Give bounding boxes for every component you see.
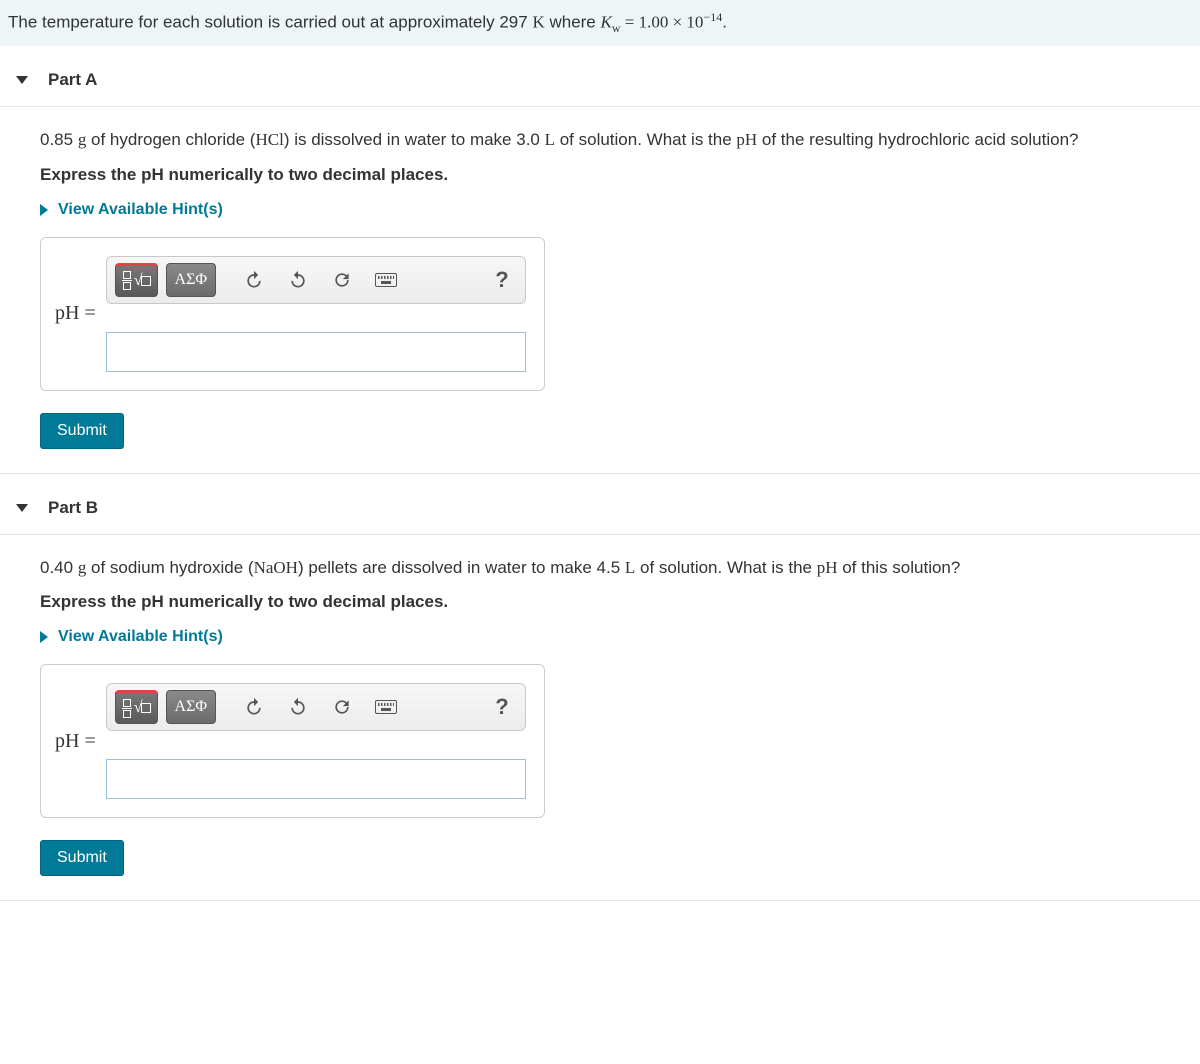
templates-button[interactable]: √ xyxy=(115,690,158,724)
part-a-instruction: Express the pH numerically to two decima… xyxy=(40,165,1160,185)
part-b-hint-link[interactable]: View Available Hint(s) xyxy=(40,628,1160,646)
equation-toolbar: √ ΑΣΦ xyxy=(106,256,526,304)
greek-button[interactable]: ΑΣΦ xyxy=(166,690,217,724)
part-a-title: Part A xyxy=(48,70,97,90)
undo-icon xyxy=(244,270,264,290)
part-a-answer-box: pH = √ ΑΣΦ xyxy=(40,237,545,391)
part-b-answer-label: pH = xyxy=(55,730,96,753)
part-b-answer-box: pH = √ ΑΣΦ xyxy=(40,664,545,818)
intro-text: The temperature for each solution is car… xyxy=(0,0,1200,46)
greek-button[interactable]: ΑΣΦ xyxy=(166,263,217,297)
undo-button[interactable] xyxy=(236,690,272,724)
part-a-answer-label: pH = xyxy=(55,302,96,325)
expand-icon xyxy=(40,631,48,643)
redo-button[interactable] xyxy=(280,263,316,297)
part-a-body: 0.85 g of hydrogen chloride (HCl) is dis… xyxy=(0,107,1200,474)
keyboard-button[interactable] xyxy=(368,690,404,724)
redo-button[interactable] xyxy=(280,690,316,724)
part-a-hint-link[interactable]: View Available Hint(s) xyxy=(40,201,1160,219)
keyboard-icon xyxy=(375,700,397,714)
keyboard-button[interactable] xyxy=(368,263,404,297)
undo-button[interactable] xyxy=(236,263,272,297)
redo-icon xyxy=(288,697,308,717)
part-b-submit-button[interactable]: Submit xyxy=(40,840,124,876)
part-b-instruction: Express the pH numerically to two decima… xyxy=(40,592,1160,612)
part-b-answer-input[interactable] xyxy=(106,759,526,799)
part-b-question: 0.40 g of sodium hydroxide (NaOH) pellet… xyxy=(40,555,1160,581)
collapse-icon xyxy=(16,504,28,512)
collapse-icon xyxy=(16,76,28,84)
part-a-submit-button[interactable]: Submit xyxy=(40,413,124,449)
help-button[interactable]: ? xyxy=(495,267,508,293)
part-a-header[interactable]: Part A xyxy=(0,46,1200,107)
reset-icon xyxy=(332,270,352,290)
part-a-question: 0.85 g of hydrogen chloride (HCl) is dis… xyxy=(40,127,1160,153)
reset-icon xyxy=(332,697,352,717)
reset-button[interactable] xyxy=(324,690,360,724)
templates-button[interactable]: √ xyxy=(115,263,158,297)
part-b-header[interactable]: Part B xyxy=(0,474,1200,535)
equation-toolbar: √ ΑΣΦ xyxy=(106,683,526,731)
undo-icon xyxy=(244,697,264,717)
reset-button[interactable] xyxy=(324,263,360,297)
keyboard-icon xyxy=(375,273,397,287)
part-b-body: 0.40 g of sodium hydroxide (NaOH) pellet… xyxy=(0,535,1200,902)
help-button[interactable]: ? xyxy=(495,694,508,720)
redo-icon xyxy=(288,270,308,290)
expand-icon xyxy=(40,204,48,216)
part-b-title: Part B xyxy=(48,498,98,518)
part-a-answer-input[interactable] xyxy=(106,332,526,372)
